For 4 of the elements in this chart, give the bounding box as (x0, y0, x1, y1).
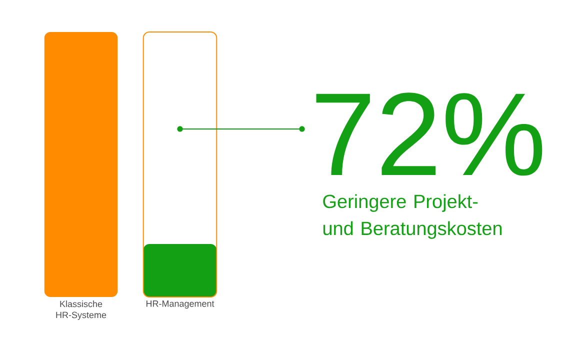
x-tick-label: Klassische HR-Systeme (56, 300, 106, 320)
text: 72% (316, 92, 542, 176)
x-tick-label: HR-Management (146, 300, 214, 309)
text: Geringere Projekt- und Beratungskosten (323, 194, 502, 239)
